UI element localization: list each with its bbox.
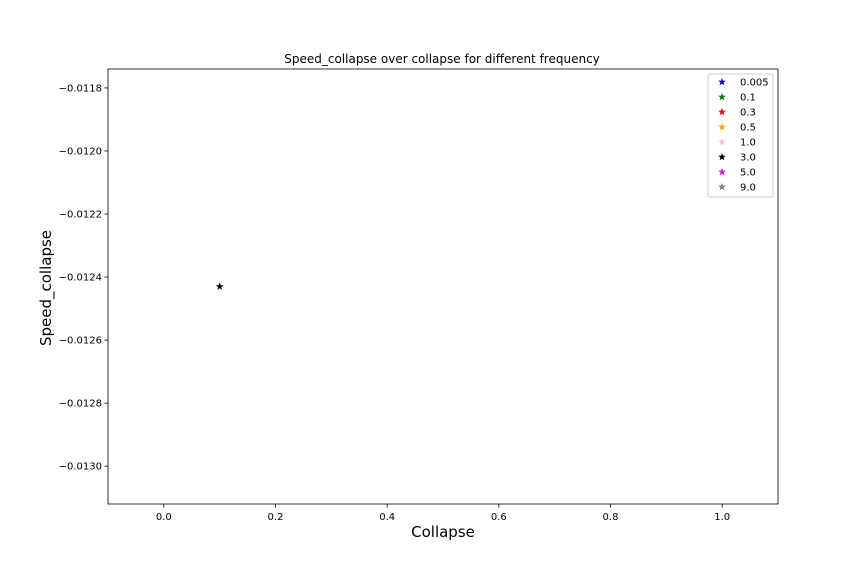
y-tick-label: −0.0120 — [59, 146, 102, 157]
legend-marker-star-icon — [718, 153, 726, 161]
x-tick-label: 1.0 — [714, 512, 730, 523]
data-point-star — [215, 282, 224, 290]
y-tick-label: −0.0126 — [59, 336, 102, 347]
legend-label: 1.0 — [740, 138, 756, 149]
data-points — [215, 282, 224, 290]
legend-label: 0.3 — [740, 108, 756, 119]
y-tick-label: −0.0118 — [59, 83, 102, 94]
legend-entries: 0.005 0.1 0.3 0.5 1.0 3.0 5.0 9.0 — [718, 78, 769, 194]
x-tick-label: 0.8 — [603, 512, 619, 523]
x-tick-label: 0.6 — [491, 512, 507, 523]
legend-marker-star-icon — [718, 108, 726, 116]
legend-marker-star-icon — [718, 138, 726, 146]
legend-label: 0.1 — [740, 93, 756, 104]
legend-marker-star-icon — [718, 78, 726, 86]
x-tick-label: 0.4 — [379, 512, 395, 523]
chart-title: Speed_collapse over collapse for differe… — [284, 52, 600, 66]
legend-label: 0.005 — [740, 78, 769, 89]
legend-label: 9.0 — [740, 183, 756, 194]
legend-marker-star-icon — [718, 123, 726, 131]
x-axis-ticks: 0.0 0.2 0.4 0.6 0.8 1.0 — [156, 504, 730, 523]
y-axis-label: Speed_collapse — [37, 230, 56, 346]
legend-marker-star-icon — [718, 168, 726, 176]
y-tick-label: −0.0130 — [59, 462, 102, 473]
y-tick-label: −0.0124 — [59, 273, 102, 284]
x-tick-label: 0.2 — [268, 512, 284, 523]
legend-marker-star-icon — [718, 93, 726, 101]
legend-frame — [707, 73, 774, 198]
y-axis-ticks: −0.0118 −0.0120 −0.0122 −0.0124 −0.0126 −0.01… — [59, 83, 108, 473]
legend-marker-star-icon — [718, 183, 726, 191]
legend-label: 0.5 — [740, 123, 756, 134]
legend-label: 5.0 — [740, 168, 756, 179]
x-tick-label: 0.0 — [156, 512, 172, 523]
y-tick-label: −0.0128 — [59, 399, 102, 410]
x-axis-label: Collapse — [411, 523, 475, 541]
legend-label: 3.0 — [740, 153, 756, 164]
legend: 0.005 0.1 0.3 0.5 1.0 3.0 5.0 9.0 — [707, 73, 774, 198]
plot-area — [107, 68, 779, 505]
y-tick-label: −0.0122 — [59, 210, 102, 221]
